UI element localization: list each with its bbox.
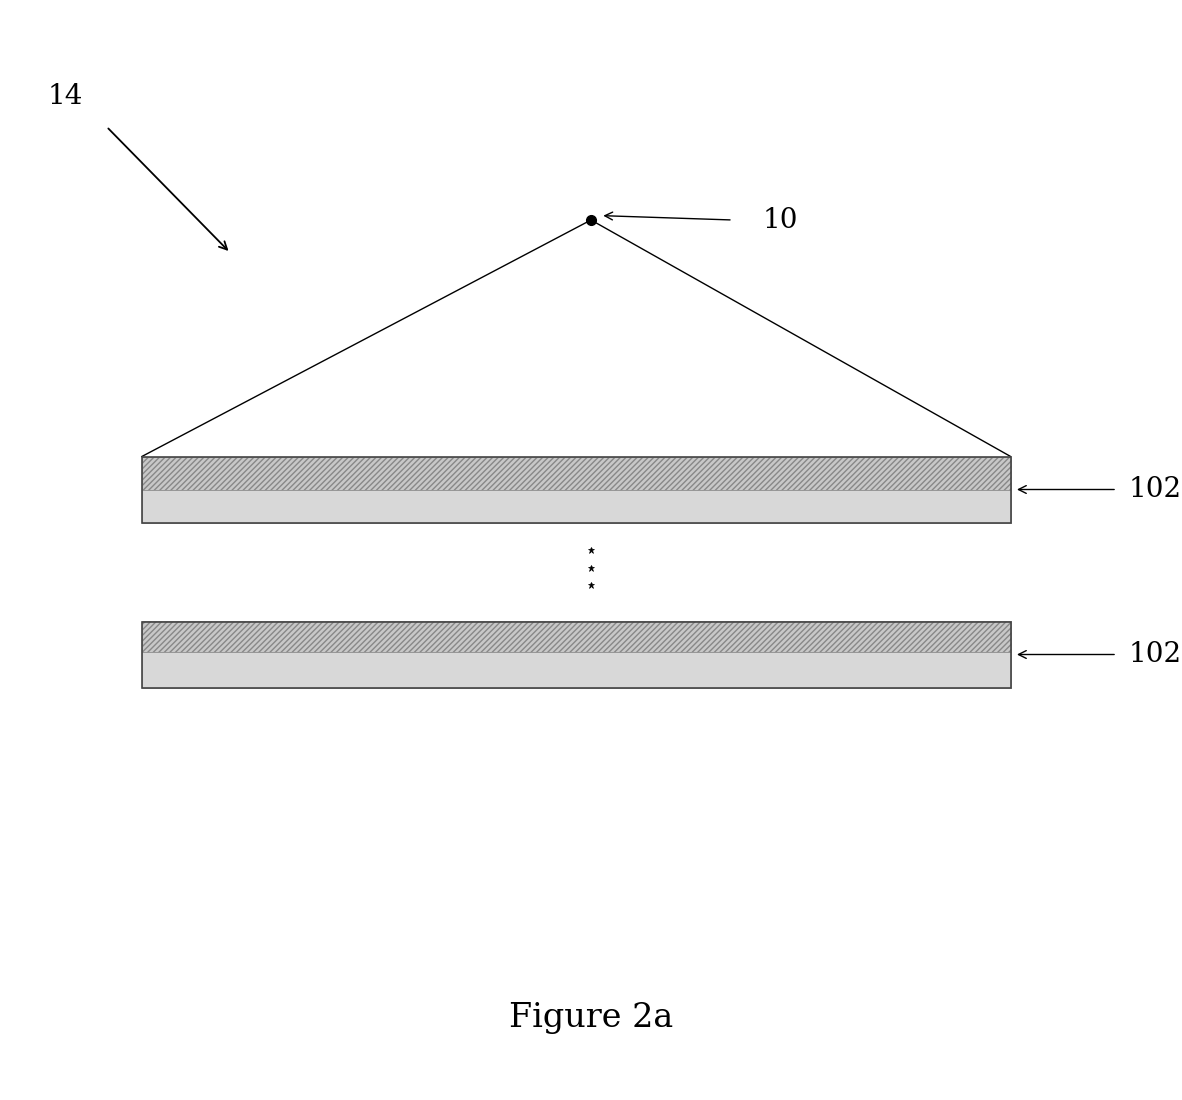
Bar (142, 621, 1011, 688)
Text: 102a: 102a (1129, 476, 1182, 503)
Text: 14: 14 (47, 82, 83, 110)
Text: Figure 2a: Figure 2a (509, 1001, 673, 1034)
Bar (142, 490, 1011, 522)
Text: 102n: 102n (1129, 641, 1182, 668)
Bar (142, 652, 1011, 688)
Bar (142, 621, 1011, 652)
Bar (142, 456, 1011, 490)
Bar (142, 456, 1011, 522)
Text: 10: 10 (762, 207, 798, 233)
